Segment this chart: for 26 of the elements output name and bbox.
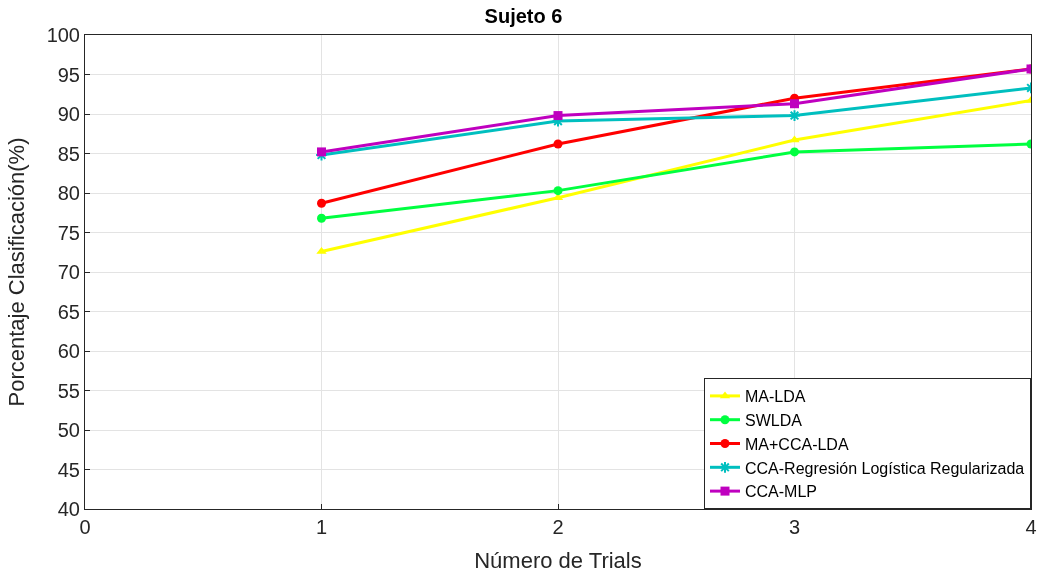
legend-label: SWLDA [745, 411, 803, 429]
y-tick-label: 65 [57, 300, 80, 323]
legend-label: CCA-MLP [745, 483, 818, 501]
x-tick-label: 3 [788, 516, 801, 538]
legend-label: CCA-Regresión Logística Regularizada [745, 459, 1025, 477]
y-tick-label: 80 [57, 182, 80, 204]
x-tick-label: 4 [1025, 516, 1037, 538]
x-tick-label: 1 [315, 516, 328, 538]
y-tick-label: 90 [57, 103, 80, 125]
legend-label: MA+CCA-LDA [745, 435, 849, 453]
legend-label: MA-LDA [745, 388, 806, 406]
y-tick-label: 100 [46, 24, 80, 46]
x-tick-label: 0 [79, 516, 91, 538]
x-tick-label: 2 [552, 516, 564, 538]
y-tick-label: 50 [57, 419, 80, 441]
x-axis-title: Número de Trials [474, 547, 642, 573]
y-tick-label: 40 [57, 498, 80, 520]
y-tick-label: 70 [57, 261, 80, 283]
chart-title: Sujeto 6 [484, 4, 563, 27]
y-tick-label: 60 [57, 340, 80, 362]
y-tick-label: 55 [57, 379, 80, 402]
y-axis-title: Porcentaje Clasificación(%) [4, 137, 30, 407]
y-tick-label: 45 [57, 458, 80, 481]
y-tick-label: 85 [57, 142, 80, 165]
y-tick-label: 75 [57, 221, 80, 244]
y-tick-label: 95 [57, 63, 80, 86]
